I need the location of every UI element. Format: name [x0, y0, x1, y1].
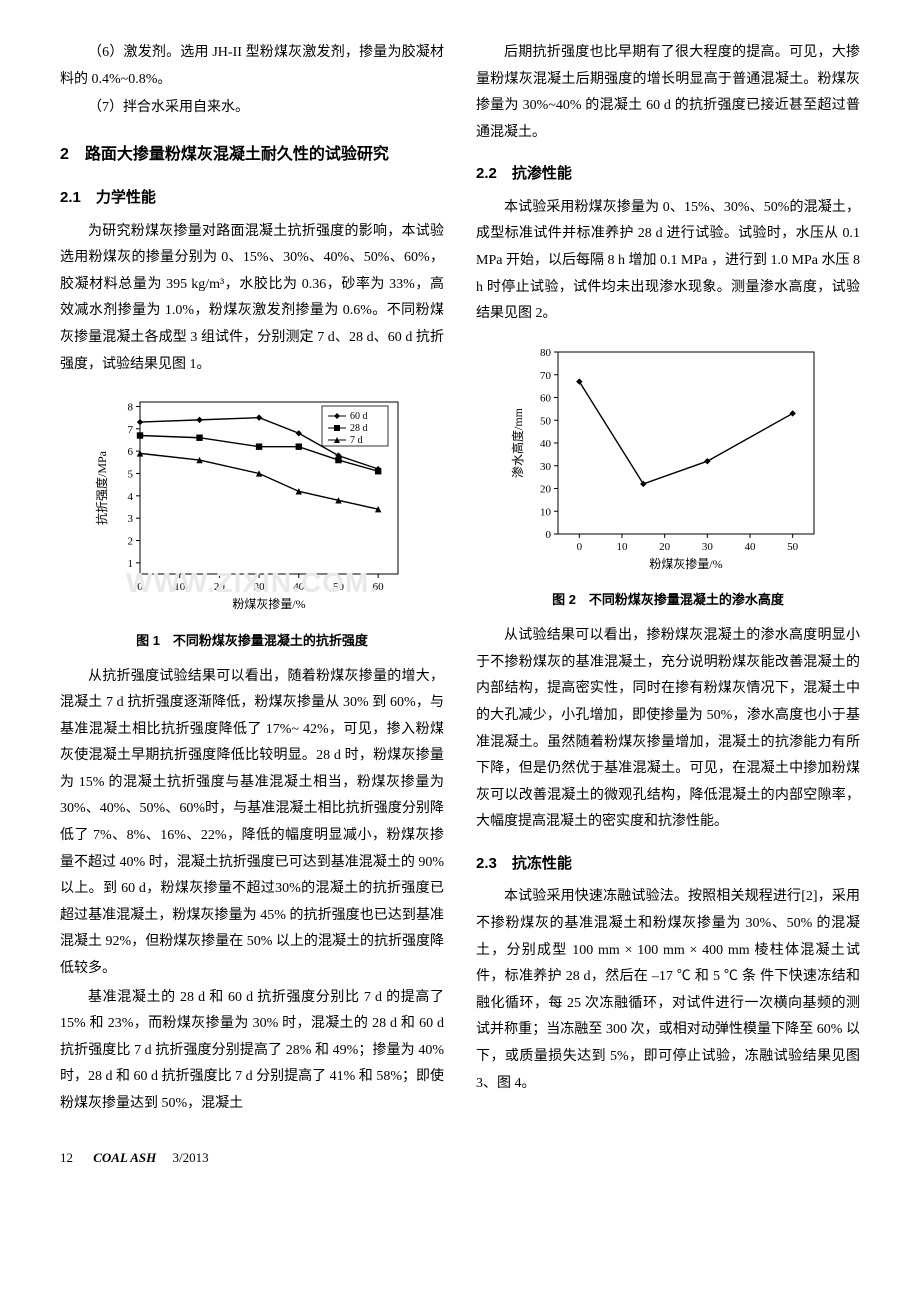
para-抗冻: 本试验采用快速冻融试验法。按照相关规程进行[2]，采用不掺粉煤灰的基准混凝土和粉…	[476, 884, 860, 1097]
svg-text:4: 4	[128, 491, 134, 503]
svg-text:20: 20	[540, 483, 552, 495]
svg-text:粉煤灰掺量/%: 粉煤灰掺量/%	[649, 556, 722, 571]
figure-1: 010203040506012345678粉煤灰掺量/%抗折强度/MPa60 d…	[60, 392, 444, 653]
svg-text:粉煤灰掺量/%: 粉煤灰掺量/%	[232, 596, 305, 611]
page-footer: 12 COAL ASH 3/2013	[60, 1146, 860, 1171]
figure-2: 0 10 20 30 40 50 0 10 20 30 40 50 60 70 80 粉煤灰掺量/% 渗水高度/…	[476, 342, 860, 613]
issue-number: 3/2013	[172, 1150, 208, 1165]
para-力学性能-1: 为研究粉煤灰掺量对路面混凝土抗折强度的影响，本试验选用粉煤灰的掺量分别为 0、1…	[60, 219, 444, 379]
heading-2-2: 2.2 抗渗性能	[476, 160, 860, 189]
svg-text:抗折强度/MPa: 抗折强度/MPa	[94, 451, 109, 526]
figure-2-caption: 图 2 不同粉煤灰掺量混凝土的渗水高度	[476, 588, 860, 613]
svg-text:0: 0	[546, 529, 552, 541]
svg-text:2: 2	[128, 536, 134, 548]
chart-渗水高度: 0 10 20 30 40 50 0 10 20 30 40 50 60 70 80 粉煤灰掺量/% 渗水高度/…	[508, 342, 828, 572]
svg-text:28 d: 28 d	[350, 423, 368, 434]
figure-1-caption: 图 1 不同粉煤灰掺量混凝土的抗折强度	[60, 629, 444, 654]
svg-text:0: 0	[577, 541, 583, 553]
content-columns: （6）激发剂。选用 JH-II 型粉煤灰激发剂，掺量为胶凝材料的 0.4%~0.…	[60, 40, 860, 1118]
svg-text:10: 10	[540, 506, 552, 518]
chart-抗折强度: 010203040506012345678粉煤灰掺量/%抗折强度/MPa60 d…	[92, 392, 412, 612]
heading-2-1: 2.1 力学性能	[60, 184, 444, 213]
svg-text:50: 50	[540, 415, 552, 427]
issue-label	[159, 1150, 172, 1165]
svg-text:40: 40	[540, 438, 552, 450]
svg-text:5: 5	[128, 469, 134, 481]
svg-text:7 d: 7 d	[350, 435, 363, 446]
para-抗渗-1: 本试验采用粉煤灰掺量为 0、15%、30%、50%的混凝土，成型标准试件并标准养…	[476, 195, 860, 328]
svg-text:8: 8	[128, 402, 134, 414]
watermark-text: WWW.ZIXIN.COM.	[126, 567, 378, 598]
para-拌合水: （7）拌合水采用自来水。	[60, 95, 444, 122]
svg-text:3: 3	[128, 513, 134, 525]
para-激发剂: （6）激发剂。选用 JH-II 型粉煤灰激发剂，掺量为胶凝材料的 0.4%~0.…	[60, 40, 444, 93]
para-后期强度: 后期抗折强度也比早期有了很大程度的提高。可见，大掺量粉煤灰混凝土后期强度的增长明…	[476, 40, 860, 146]
svg-text:渗水高度/mm: 渗水高度/mm	[510, 407, 525, 478]
svg-text:60 d: 60 d	[350, 411, 368, 422]
svg-text:70: 70	[540, 370, 552, 382]
para-力学性能-2: 从抗折强度试验结果可以看出，随着粉煤灰掺量的增大，混凝土 7 d 抗折强度逐渐降…	[60, 664, 444, 983]
svg-text:30: 30	[702, 541, 714, 553]
heading-2: 2 路面大掺量粉煤灰混凝土耐久性的试验研究	[60, 140, 444, 170]
svg-text:30: 30	[540, 461, 552, 473]
journal-name: COAL ASH	[93, 1150, 156, 1165]
para-抗渗-2: 从试验结果可以看出，掺粉煤灰混凝土的渗水高度明显小于不掺粉煤灰的基准混凝土，充分…	[476, 623, 860, 836]
page-number: 12	[60, 1146, 90, 1171]
svg-text:7: 7	[128, 424, 134, 436]
svg-text:10: 10	[617, 541, 629, 553]
svg-text:60: 60	[540, 392, 552, 404]
para-力学性能-3: 基准混凝土的 28 d 和 60 d 抗折强度分别比 7 d 的提高了 15% …	[60, 985, 444, 1118]
svg-text:80: 80	[540, 347, 552, 359]
svg-text:6: 6	[128, 446, 134, 458]
heading-2-3: 2.3 抗冻性能	[476, 850, 860, 879]
svg-text:40: 40	[745, 541, 757, 553]
svg-text:20: 20	[659, 541, 671, 553]
svg-text:50: 50	[787, 541, 799, 553]
